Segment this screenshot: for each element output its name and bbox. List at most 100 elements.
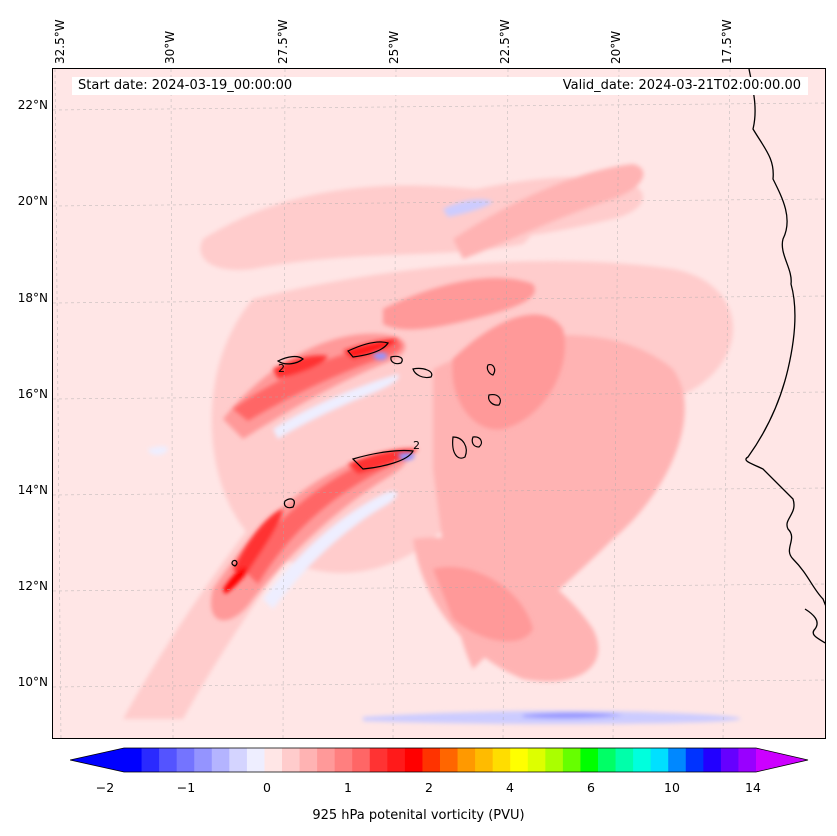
island-fogo <box>351 449 414 470</box>
colorbar-tick-14: 14 <box>745 780 761 795</box>
pv-ribbon-north-core <box>273 355 328 379</box>
colorbar-segment <box>246 748 265 772</box>
colorbar-tick-10: 10 <box>664 780 680 795</box>
colorbar-segment <box>475 748 494 772</box>
pv-ribbon-north-strong <box>233 340 402 421</box>
colorbar-segment <box>580 748 599 772</box>
pv-blue-streak-south <box>263 491 398 609</box>
lon-label-25w: 25°W <box>387 30 401 64</box>
pv-blue-bottom-core <box>523 712 623 719</box>
lon-label-30w: 30°W <box>163 30 177 64</box>
colorbar-segment <box>440 748 459 772</box>
lon-label-22-5w: 22.5°W <box>498 19 512 64</box>
colorbar-segment <box>633 748 652 772</box>
colorbar-segment <box>369 748 388 772</box>
contour-label-north: 2 <box>278 362 285 375</box>
colorbar-extend-low <box>70 748 124 772</box>
colorbar-segment <box>527 748 546 772</box>
island-maio <box>471 436 483 448</box>
colorbar-segment <box>615 748 634 772</box>
island-sao-nicolau <box>390 355 403 365</box>
colorbar-segment <box>703 748 722 772</box>
cape-verde-islands <box>231 341 501 567</box>
colorbar-segment <box>124 748 143 772</box>
colorbar-segment <box>159 748 178 772</box>
africa-coastline <box>745 69 825 606</box>
colorbar-segment <box>194 748 213 772</box>
map-panel: 2 2 <box>52 68 826 739</box>
colorbar-segment <box>352 748 371 772</box>
colorbar-segment <box>211 748 230 772</box>
colorbar-segment <box>562 748 581 772</box>
valid-date-label: Valid_date: 2024-03-21T02:00:00.00 <box>562 78 801 93</box>
colorbar-segment <box>422 748 441 772</box>
pv-shading-negative <box>148 199 741 725</box>
date-header <box>72 77 808 95</box>
contour-label-south: 2 <box>413 439 420 452</box>
pv-ribbon-north-top <box>343 339 398 359</box>
colorbar-segment <box>457 748 476 772</box>
lon-label-27-5w: 27.5°W <box>276 19 290 64</box>
colorbar-tick-1: 1 <box>344 780 352 795</box>
colorbar-tick-2: 2 <box>425 780 433 795</box>
island-small-1 <box>231 559 238 567</box>
colorbar-segment <box>685 748 704 772</box>
colorbar-segment <box>229 748 248 772</box>
island-east-small <box>412 367 433 379</box>
pv-blue-small-1 <box>148 446 168 456</box>
island-sao-vicente <box>347 341 389 358</box>
pv-field-map: 2 2 <box>53 69 825 738</box>
island-sal <box>486 364 496 376</box>
island-brava <box>283 498 295 509</box>
colorbar-segment <box>264 748 283 772</box>
guinea-coast-islands <box>804 608 825 644</box>
colorbar-tick-neg2: −2 <box>95 780 115 795</box>
pv-blue-streak-center <box>273 374 399 439</box>
colorbar-segment <box>176 748 195 772</box>
pv-east-core <box>452 314 565 430</box>
colorbar-outline <box>70 747 809 773</box>
pv-blue-small-2 <box>373 352 388 360</box>
colorbar-segment <box>334 748 353 772</box>
colorbar-tick-0: 0 <box>263 780 271 795</box>
colorbar-tick-4: 4 <box>506 780 514 795</box>
colorbar-tick-neg1: −1 <box>176 780 196 795</box>
island-boa-vista <box>488 394 501 406</box>
island-santo-antao <box>276 355 304 365</box>
pv-ribbon-southwest-tip <box>223 567 248 594</box>
graticule <box>53 69 825 738</box>
pv-ribbon-southwest-core <box>233 509 283 579</box>
colorbar-tick-6: 6 <box>587 780 595 795</box>
lon-label-20w: 20°W <box>609 30 623 64</box>
colorbar-segment <box>738 748 757 772</box>
lat-label-16n: 16°N <box>17 387 48 401</box>
pv-blue-streak-north <box>443 199 493 217</box>
lat-label-18n: 18°N <box>17 291 48 305</box>
colorbar-segment <box>545 748 564 772</box>
pv-northeast-streak <box>453 164 644 259</box>
colorbar-segment <box>299 748 318 772</box>
colorbar-segment <box>387 748 406 772</box>
pv-south-core <box>433 567 533 642</box>
lon-label-32-5w: 32.5°W <box>53 19 67 64</box>
pv-east-mid <box>383 278 535 330</box>
colorbar-label: 925 hPa potenital vorticity (PVU) <box>312 808 525 823</box>
island-santiago <box>452 436 467 459</box>
lat-label-14n: 14°N <box>17 483 48 497</box>
colorbar <box>70 747 809 773</box>
colorbar-extend-high <box>756 748 808 772</box>
colorbar-segment <box>598 748 617 772</box>
colorbar-segment <box>720 748 739 772</box>
colorbar-segment <box>404 748 423 772</box>
lat-label-20n: 20°N <box>17 194 48 208</box>
colorbar-segment <box>510 748 529 772</box>
lat-label-22n: 22°N <box>17 98 48 112</box>
lat-label-12n: 12°N <box>17 579 48 593</box>
colorbar-segment <box>668 748 687 772</box>
colorbar-segment <box>317 748 336 772</box>
colorbar-segment <box>282 748 301 772</box>
start-date-label: Start date: 2024-03-19_00:00:00 <box>78 78 293 93</box>
lat-label-10n: 10°N <box>17 675 48 689</box>
lon-label-17-5w: 17.5°W <box>720 19 734 64</box>
colorbar-segment <box>141 748 160 772</box>
